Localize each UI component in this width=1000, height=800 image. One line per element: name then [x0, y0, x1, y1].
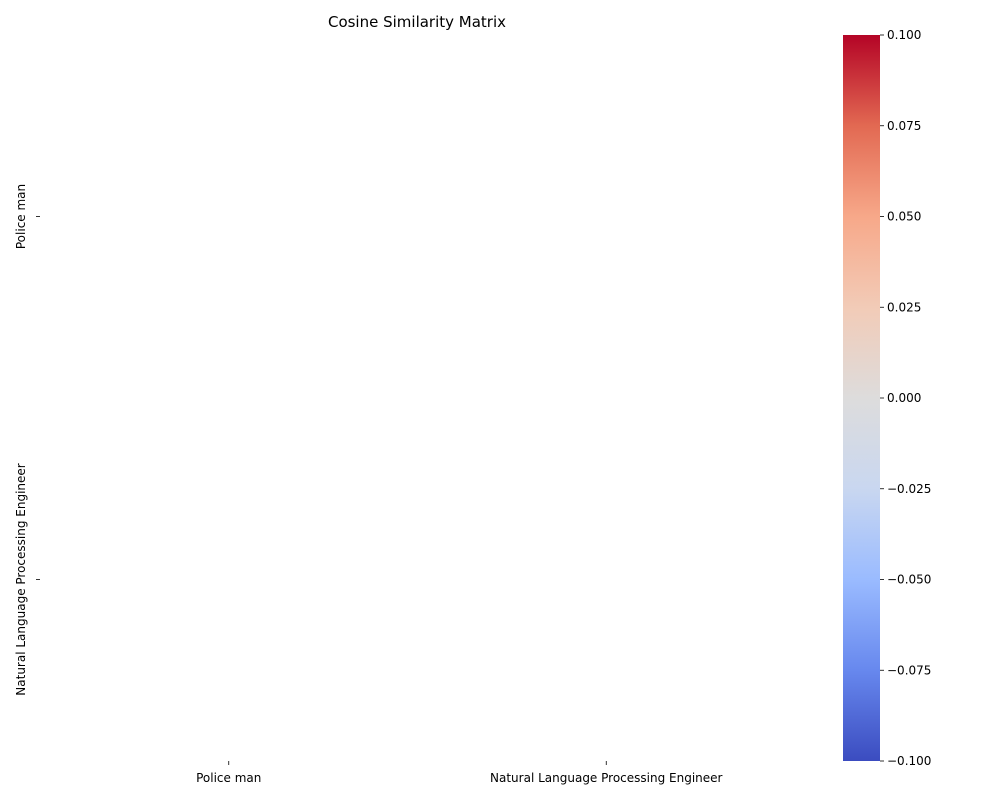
colorbar-tick-label: −0.025 — [887, 482, 931, 496]
heatmap-plot-area — [40, 35, 795, 761]
colorbar-tick-label: 0.075 — [887, 119, 921, 133]
heatmap-cell — [418, 398, 796, 761]
colorbar-tick-label: 0.100 — [887, 28, 921, 42]
y-tick-label: Natural Language Processing Engineer — [14, 463, 28, 696]
y-axis-ticks: Police man Natural Language Processing En… — [14, 184, 40, 696]
colorbar-tick-label: 0.050 — [887, 210, 921, 224]
x-tick-label: Natural Language Processing Engineer — [490, 771, 723, 785]
x-axis-ticks: Police man Natural Language Processing En… — [196, 761, 723, 785]
colorbar-tick-label: −0.050 — [887, 573, 931, 587]
colorbar-tick-label: −0.100 — [887, 754, 931, 768]
chart-title: Cosine Similarity Matrix — [328, 13, 506, 31]
colorbar-tick-label: 0.025 — [887, 300, 921, 314]
heatmap-cell — [40, 398, 418, 761]
y-tick-label: Police man — [14, 184, 28, 249]
colorbar-ticks: −0.100 −0.075 −0.050 −0.025 0.000 0.025 0.050 0… — [880, 28, 931, 768]
colorbar — [843, 35, 880, 761]
x-tick-label: Police man — [196, 771, 261, 785]
colorbar-tick-label: 0.000 — [887, 391, 921, 405]
heatmap-cell — [40, 35, 418, 398]
colorbar-tick-label: −0.075 — [887, 663, 931, 677]
heatmap-cell — [418, 35, 796, 398]
